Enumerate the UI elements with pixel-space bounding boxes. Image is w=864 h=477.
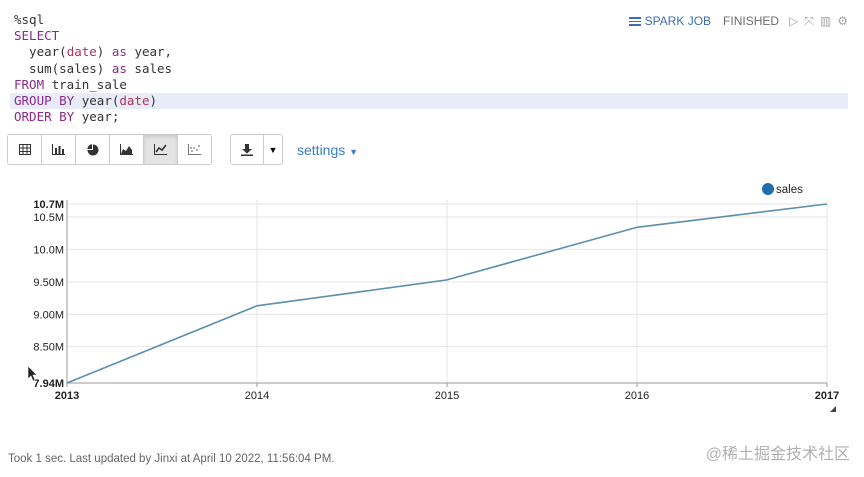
mouse-cursor-icon <box>27 365 38 382</box>
scatter-chart-button[interactable] <box>178 135 211 164</box>
code-text: year( <box>14 44 67 60</box>
area-chart-icon <box>120 144 133 155</box>
data-point <box>255 304 259 308</box>
data-point <box>635 225 639 229</box>
code-keyword: as <box>111 44 127 60</box>
y-tick-label: 9.50M <box>33 277 64 289</box>
view-switcher <box>7 134 212 165</box>
run-icon[interactable]: ▷ <box>789 14 799 28</box>
chart-legend[interactable]: sales <box>762 183 803 196</box>
settings-label: settings <box>297 141 346 158</box>
code-keyword: FROM <box>14 76 45 92</box>
data-point <box>65 381 69 385</box>
code-identifier: date <box>119 92 150 108</box>
data-point <box>825 202 829 206</box>
caret-down-icon: ▼ <box>268 144 278 155</box>
code-keyword: SELECT <box>14 28 60 44</box>
spark-job-link[interactable]: SPARK JOB <box>628 14 712 28</box>
code-line: FROM train_sale <box>10 77 848 93</box>
y-tick-label: 10.7M <box>33 199 64 211</box>
x-tick-label: 2016 <box>625 390 649 402</box>
pie-chart-button[interactable] <box>76 135 110 164</box>
code-text: ) <box>96 44 112 60</box>
download-icon <box>241 143 253 156</box>
code-line: sum(sales) as sales <box>10 61 848 77</box>
y-tick-label: 9.00M <box>33 309 64 321</box>
bar-chart-button[interactable] <box>42 135 76 164</box>
code-text: year( <box>74 92 120 108</box>
code-keyword: ORDER BY <box>14 109 75 125</box>
legend-label: sales <box>776 184 803 196</box>
expand-icon[interactable]: ⤧ <box>804 14 814 28</box>
scatter-chart-icon <box>188 144 201 155</box>
code-text: year, <box>126 44 173 60</box>
code-editor[interactable]: %sql SELECT year(date) as year, sum(sales… <box>10 12 848 125</box>
code-text: %sql <box>14 12 45 27</box>
download-dropdown-button[interactable]: ▼ <box>264 135 282 164</box>
y-tick-label: 7.94M <box>33 378 64 390</box>
download-group: ▼ <box>230 134 283 165</box>
code-line: GROUP BY year(date) <box>10 92 848 110</box>
x-tick-label: 2017 <box>815 390 839 402</box>
code-line: year(date) as year, <box>10 44 848 60</box>
paragraph-status: SPARK JOB FINISHED ▷ ⤧ ▥ ⚙ <box>628 14 848 28</box>
data-point <box>445 278 449 282</box>
chart-toolbar: ▼ settings ▼ <box>7 134 358 165</box>
code-text: train_sale <box>44 76 127 92</box>
code-line: ORDER BY year; <box>10 109 848 125</box>
x-tick-label: 2014 <box>245 390 269 402</box>
code-keyword: GROUP BY <box>14 92 75 108</box>
code-identifier: date <box>66 44 97 60</box>
y-tick-label: 8.50M <box>33 342 64 354</box>
spark-job-label: SPARK JOB <box>644 14 712 28</box>
watermark: @稀土掘金技术社区 <box>705 446 850 463</box>
caret-down-icon: ▼ <box>349 146 359 157</box>
code-line: %sql <box>10 12 848 28</box>
status-text: FINISHED <box>723 14 780 28</box>
code-line: SELECT <box>10 28 848 44</box>
legend-marker <box>762 183 774 195</box>
x-tick-label: 2015 <box>435 390 459 402</box>
line-chart-button[interactable] <box>144 135 178 164</box>
code-text: sales <box>126 60 173 76</box>
code-text: ) <box>149 92 158 108</box>
pie-chart-icon <box>86 143 98 155</box>
code-text: sum(sales) <box>14 60 112 76</box>
y-tick-label: 10.0M <box>33 244 64 256</box>
code-keyword: as <box>111 60 127 76</box>
series-line-sales <box>66 203 828 384</box>
table-view-button[interactable] <box>8 135 42 164</box>
y-tick-label: 10.5M <box>33 212 64 224</box>
line-chart-icon <box>154 144 167 155</box>
spark-job-icon <box>628 16 641 26</box>
download-button[interactable] <box>231 135 264 164</box>
area-chart-button[interactable] <box>110 135 144 164</box>
x-tick-label: 2013 <box>55 390 79 402</box>
table-icon <box>18 144 31 155</box>
settings-link[interactable]: settings ▼ <box>297 142 358 158</box>
paragraph-footer: Took 1 sec. Last updated by Jinxi at Apr… <box>8 453 335 465</box>
bar-chart-icon <box>52 144 65 155</box>
book-icon[interactable]: ▥ <box>819 14 832 28</box>
resize-handle-icon <box>830 406 836 412</box>
gear-icon[interactable]: ⚙ <box>837 14 848 28</box>
code-text: year; <box>74 109 120 125</box>
